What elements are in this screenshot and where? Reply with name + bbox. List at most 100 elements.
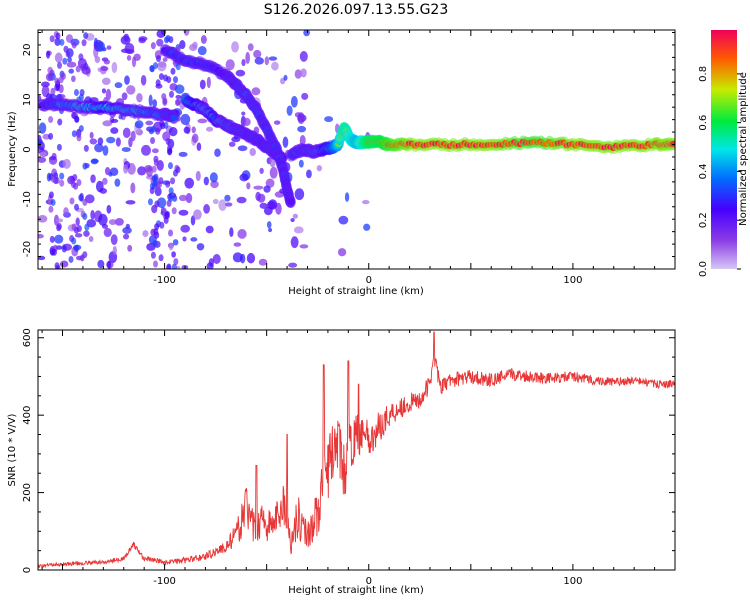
- noise-speck: [338, 215, 349, 225]
- noise-speck: [268, 56, 278, 61]
- noise-speck: [269, 166, 278, 179]
- noise-speck: [134, 120, 144, 129]
- noise-speck: [133, 53, 141, 61]
- noise-speck: [90, 174, 96, 183]
- noise-speck: [212, 254, 221, 264]
- noise-speck: [89, 131, 94, 139]
- noise-speck: [288, 262, 298, 268]
- noise-speck: [84, 194, 95, 204]
- noise-speck: [78, 194, 84, 202]
- noise-speck: [170, 177, 176, 185]
- noise-speck: [154, 223, 160, 231]
- noise-speck: [271, 61, 279, 71]
- noise-speck: [154, 200, 160, 208]
- noise-speck: [123, 233, 130, 240]
- noise-speck: [106, 204, 112, 214]
- noise-speck: [45, 50, 51, 59]
- noise-speck: [94, 143, 104, 153]
- ridge-point: [670, 140, 675, 147]
- noise-speck: [259, 202, 268, 209]
- noise-speck: [151, 175, 157, 183]
- ridge-point: [287, 199, 295, 206]
- noise-speck: [106, 45, 112, 50]
- noise-speck: [184, 177, 195, 189]
- noise-speck: [158, 177, 164, 185]
- noise-speck: [123, 164, 129, 174]
- noise-speck: [303, 30, 310, 37]
- noise-speck: [84, 223, 90, 231]
- noise-speck: [71, 223, 77, 231]
- noise-speck: [208, 258, 214, 267]
- noise-speck: [203, 176, 209, 186]
- bottom-x-axis-label: Height of straight line (km): [288, 585, 424, 596]
- top-y-axis-label: Frequency (Hz): [7, 111, 18, 187]
- noise-speck: [62, 158, 71, 169]
- noise-speck: [50, 175, 56, 183]
- noise-speck: [168, 229, 174, 237]
- noise-speck: [265, 178, 275, 188]
- noise-speck: [168, 127, 178, 137]
- noise-speck: [97, 137, 104, 146]
- noise-speck: [153, 62, 159, 70]
- noise-speck: [115, 137, 121, 147]
- top-x-axis-label: Height of straight line (km): [288, 286, 424, 297]
- noise-speck: [100, 66, 109, 72]
- noise-speck: [239, 173, 249, 182]
- snr-series: [38, 331, 675, 569]
- noise-speck: [38, 233, 44, 239]
- noise-speck: [171, 251, 176, 258]
- noise-speck: [183, 126, 190, 134]
- noise-speck: [145, 120, 154, 126]
- noise-speck: [209, 172, 218, 183]
- bottom-x-tick-label: 0: [366, 576, 372, 587]
- noise-speck: [104, 167, 111, 176]
- noise-speck: [144, 164, 153, 172]
- colorbar-label: Normalized spectral amplitude: [738, 72, 749, 226]
- noise-speck: [68, 255, 74, 263]
- noise-speck: [167, 147, 173, 155]
- noise-speck: [241, 111, 246, 116]
- noise-speck: [266, 200, 276, 210]
- noise-speck: [171, 207, 177, 215]
- ridge-series: [286, 121, 675, 162]
- noise-speck: [105, 88, 112, 101]
- noise-speck: [126, 85, 136, 95]
- noise-speck: [246, 182, 251, 190]
- noise-speck: [102, 120, 113, 127]
- noise-speck: [49, 35, 55, 43]
- noise-speck: [51, 152, 57, 160]
- noise-speck: [297, 125, 307, 133]
- noise-speck: [236, 196, 247, 204]
- noise-speck: [152, 99, 158, 108]
- noise-speck: [155, 127, 161, 135]
- noise-speck: [224, 194, 231, 202]
- noise-speck: [48, 205, 54, 213]
- noise-speck: [152, 240, 158, 248]
- noise-speck: [114, 217, 124, 226]
- noise-speck: [290, 95, 298, 108]
- noise-speck: [107, 260, 112, 269]
- noise-speck: [69, 234, 75, 242]
- noise-speck: [130, 130, 136, 142]
- noise-speck: [151, 148, 159, 154]
- noise-speck: [282, 136, 289, 148]
- noise-speck: [205, 225, 214, 234]
- noise-speck: [246, 252, 256, 264]
- noise-speck: [151, 165, 157, 173]
- noise-speck: [83, 230, 90, 237]
- noise-speck: [142, 230, 149, 238]
- noise-speck: [138, 36, 148, 42]
- noise-speck: [286, 105, 293, 116]
- noise-speck: [168, 90, 174, 98]
- noise-speck: [75, 217, 80, 226]
- noise-speck: [155, 79, 161, 87]
- noise-speck: [175, 94, 182, 100]
- noise-speck: [59, 260, 69, 268]
- noise-speck: [165, 180, 171, 188]
- noise-speck: [110, 234, 118, 246]
- noise-speck: [136, 93, 143, 103]
- noise-speck: [173, 258, 179, 266]
- noise-speck: [49, 69, 55, 77]
- noise-speck: [152, 260, 158, 268]
